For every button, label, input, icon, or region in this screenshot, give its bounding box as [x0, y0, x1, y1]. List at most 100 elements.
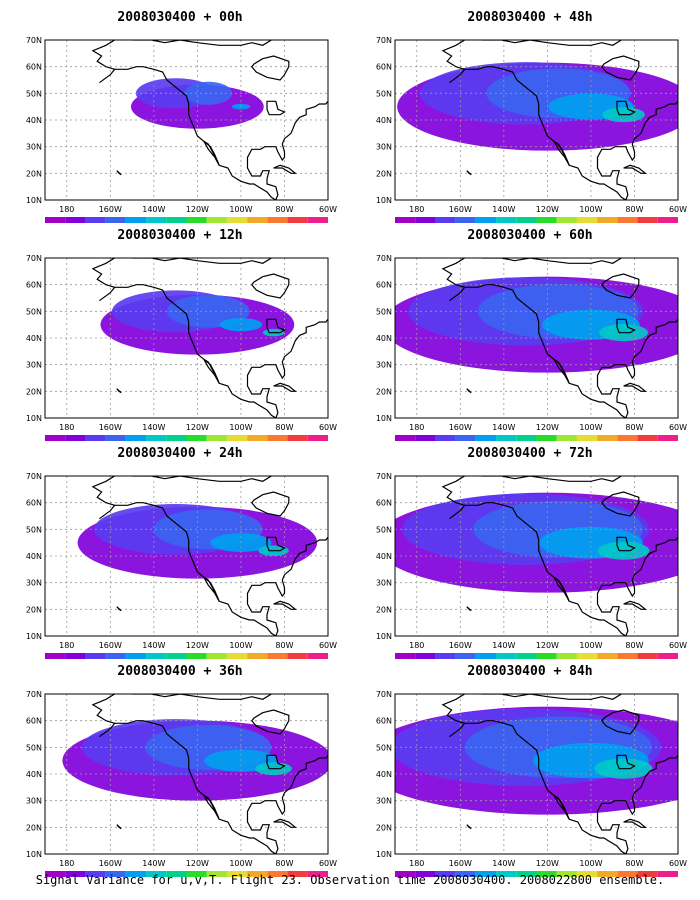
colorbar-swatch	[516, 435, 537, 441]
coastline-arctic	[91, 40, 272, 84]
colorbar-swatch	[226, 217, 248, 223]
coastline-hudson	[601, 709, 640, 735]
colorbar-swatch	[65, 435, 86, 441]
colorbar-swatch	[395, 435, 416, 441]
colorbar-label: 9	[205, 443, 209, 444]
colorbar-label: 11	[573, 879, 581, 880]
colorbar-swatch	[435, 871, 456, 877]
colorbar-label: 40	[654, 225, 662, 226]
colorbar-swatch	[307, 217, 328, 223]
longitude-label: 60W	[669, 423, 687, 432]
colorbar-swatch	[226, 435, 248, 441]
coastline-cuba	[273, 600, 297, 610]
longitude-label: 180	[409, 205, 424, 214]
colorbar-swatch	[637, 653, 658, 659]
colorbar-swatch	[267, 871, 288, 877]
colorbar-label: 2.2	[430, 661, 440, 662]
colorbar-label: 6.3	[161, 879, 171, 880]
colorbar-label: 40	[304, 661, 312, 662]
coastline-hawaii	[116, 388, 122, 394]
colorbar-swatch	[45, 653, 66, 659]
latitude-label: 50N	[376, 307, 392, 316]
colorbar-swatch	[247, 435, 268, 441]
colorbar-label: 1.6	[410, 443, 420, 444]
colorbar-swatch	[206, 653, 227, 659]
colorbar-swatch	[496, 653, 517, 659]
colorbar-swatch	[657, 653, 678, 659]
latitude-label: 20N	[26, 605, 42, 614]
longitude-label: 100W	[229, 423, 252, 432]
longitude-label: 60W	[669, 205, 687, 214]
colorbar-label: 7.5	[531, 225, 541, 226]
colorbar-label: 40	[304, 879, 312, 880]
colorbar-label: 11	[223, 879, 231, 880]
grid-lines	[395, 476, 678, 636]
colorbar-label: 3.1	[100, 225, 110, 226]
latitude-label: 60N	[26, 63, 42, 72]
longitude-label: 160W	[449, 205, 472, 214]
latitude-label: 30N	[26, 143, 42, 152]
colorbar-swatch	[597, 653, 618, 659]
coastline-hawaii	[466, 170, 472, 176]
forecast-panel: 2008030400 + 60h 70N 60N 50N 40N 30N 20N 10N 180…	[360, 228, 700, 444]
latitude-label: 40N	[26, 116, 42, 125]
longitude-label: 140W	[492, 859, 515, 868]
colorbar-label: 40	[654, 879, 662, 880]
longitude-label: 140W	[142, 423, 165, 432]
coastline-cuba	[623, 164, 647, 174]
colorbar-swatch	[307, 871, 328, 877]
longitude-label: 180	[409, 423, 424, 432]
coastline-east	[246, 536, 328, 636]
coastlines	[441, 694, 678, 854]
coastline-hawaii	[466, 824, 472, 830]
map-frame	[394, 693, 679, 855]
variance-map: 70N 60N 50N 40N 30N 20N 10N 180 160W 140W 120W 100W…	[26, 690, 337, 880]
colorbar-label: 14	[593, 225, 601, 226]
colorbar-label: 21	[613, 661, 621, 662]
coastline-west	[464, 284, 627, 418]
shaded-field	[395, 276, 678, 373]
colorbar-label: 5.1	[141, 879, 151, 880]
longitude-label: 160W	[449, 423, 472, 432]
colorbar-label: 40	[304, 225, 312, 226]
colorbar-label: 2.2	[430, 443, 440, 444]
colorbar-label: 3.1	[450, 443, 460, 444]
colorbar-label: 9	[555, 225, 559, 226]
colorbar-swatch	[395, 871, 416, 877]
coastline-hawaii	[116, 606, 122, 612]
latitude-label: 10N	[26, 850, 42, 859]
longitude-label: 140W	[142, 859, 165, 868]
coastline-lakes	[616, 536, 636, 552]
colorbar-swatch	[247, 871, 268, 877]
latitude-label: 10N	[376, 632, 392, 641]
coastlines	[91, 694, 328, 854]
latitude-label: 60N	[376, 717, 392, 726]
colorbar-swatch	[85, 435, 106, 441]
colorbar-label: 9	[205, 879, 209, 880]
panel-title: 2008030400 + 84h	[467, 664, 593, 679]
coastline-hudson	[601, 491, 640, 517]
longitude-label: 180	[59, 859, 74, 868]
longitude-label: 180	[59, 423, 74, 432]
longitude-label: 160W	[99, 859, 122, 868]
colorbar-swatch	[307, 653, 328, 659]
colorbar-swatch	[455, 217, 476, 223]
coastline-arctic	[441, 40, 622, 84]
colorbar-label: 1.6	[410, 225, 420, 226]
colorbar-label: 14	[593, 443, 601, 444]
colorbar-label: 9	[205, 661, 209, 662]
latitude-label: 10N	[26, 414, 42, 423]
coastline-baja	[552, 793, 570, 820]
colorbar-label: 4	[474, 225, 478, 226]
coastline-cuba	[273, 818, 297, 828]
colorbar-swatch	[85, 217, 106, 223]
latitude-label: 10N	[376, 196, 392, 205]
colorbar-swatch	[206, 435, 227, 441]
colorbar-label: 5.1	[141, 443, 151, 444]
colorbar-swatch	[186, 653, 207, 659]
colorbar-swatch	[45, 435, 66, 441]
longitude-label: 80W	[625, 423, 643, 432]
colorbar-label: 29	[633, 443, 641, 444]
colorbar-swatch	[556, 871, 577, 877]
coastline-baja	[552, 357, 570, 384]
